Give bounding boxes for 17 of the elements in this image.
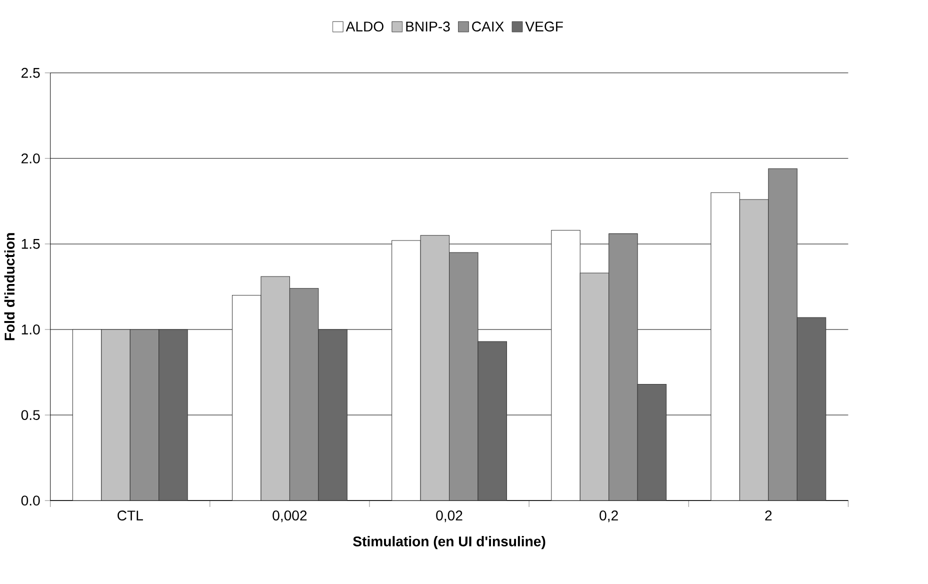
y-tick-label: 2.0 bbox=[22, 153, 40, 164]
x-tick-label: CTL bbox=[118, 510, 143, 521]
y-tick-label: 1.5 bbox=[22, 239, 40, 249]
legend-label: CAIX bbox=[472, 22, 504, 32]
y-tick-label: 0.5 bbox=[21, 410, 40, 420]
y-axis-title: Fold d'induction bbox=[4, 233, 15, 340]
x-tick-label: 0,002 bbox=[272, 510, 307, 522]
x-axis-title: Stimulation (en UI d'insuline) bbox=[353, 536, 546, 550]
x-tick-label: 0,02 bbox=[436, 510, 462, 522]
legend-label: VEGF bbox=[525, 22, 563, 32]
x-tick-label: 0,2 bbox=[600, 510, 618, 522]
y-tick-label: 2.5 bbox=[22, 68, 40, 78]
legend-label: ALDO bbox=[346, 22, 384, 32]
legend-label: BNIP-3 bbox=[406, 22, 450, 32]
y-tick-label: 0.0 bbox=[21, 496, 40, 506]
x-tick-label: 2 bbox=[765, 510, 772, 520]
y-tick-label: 1.0 bbox=[22, 324, 40, 334]
